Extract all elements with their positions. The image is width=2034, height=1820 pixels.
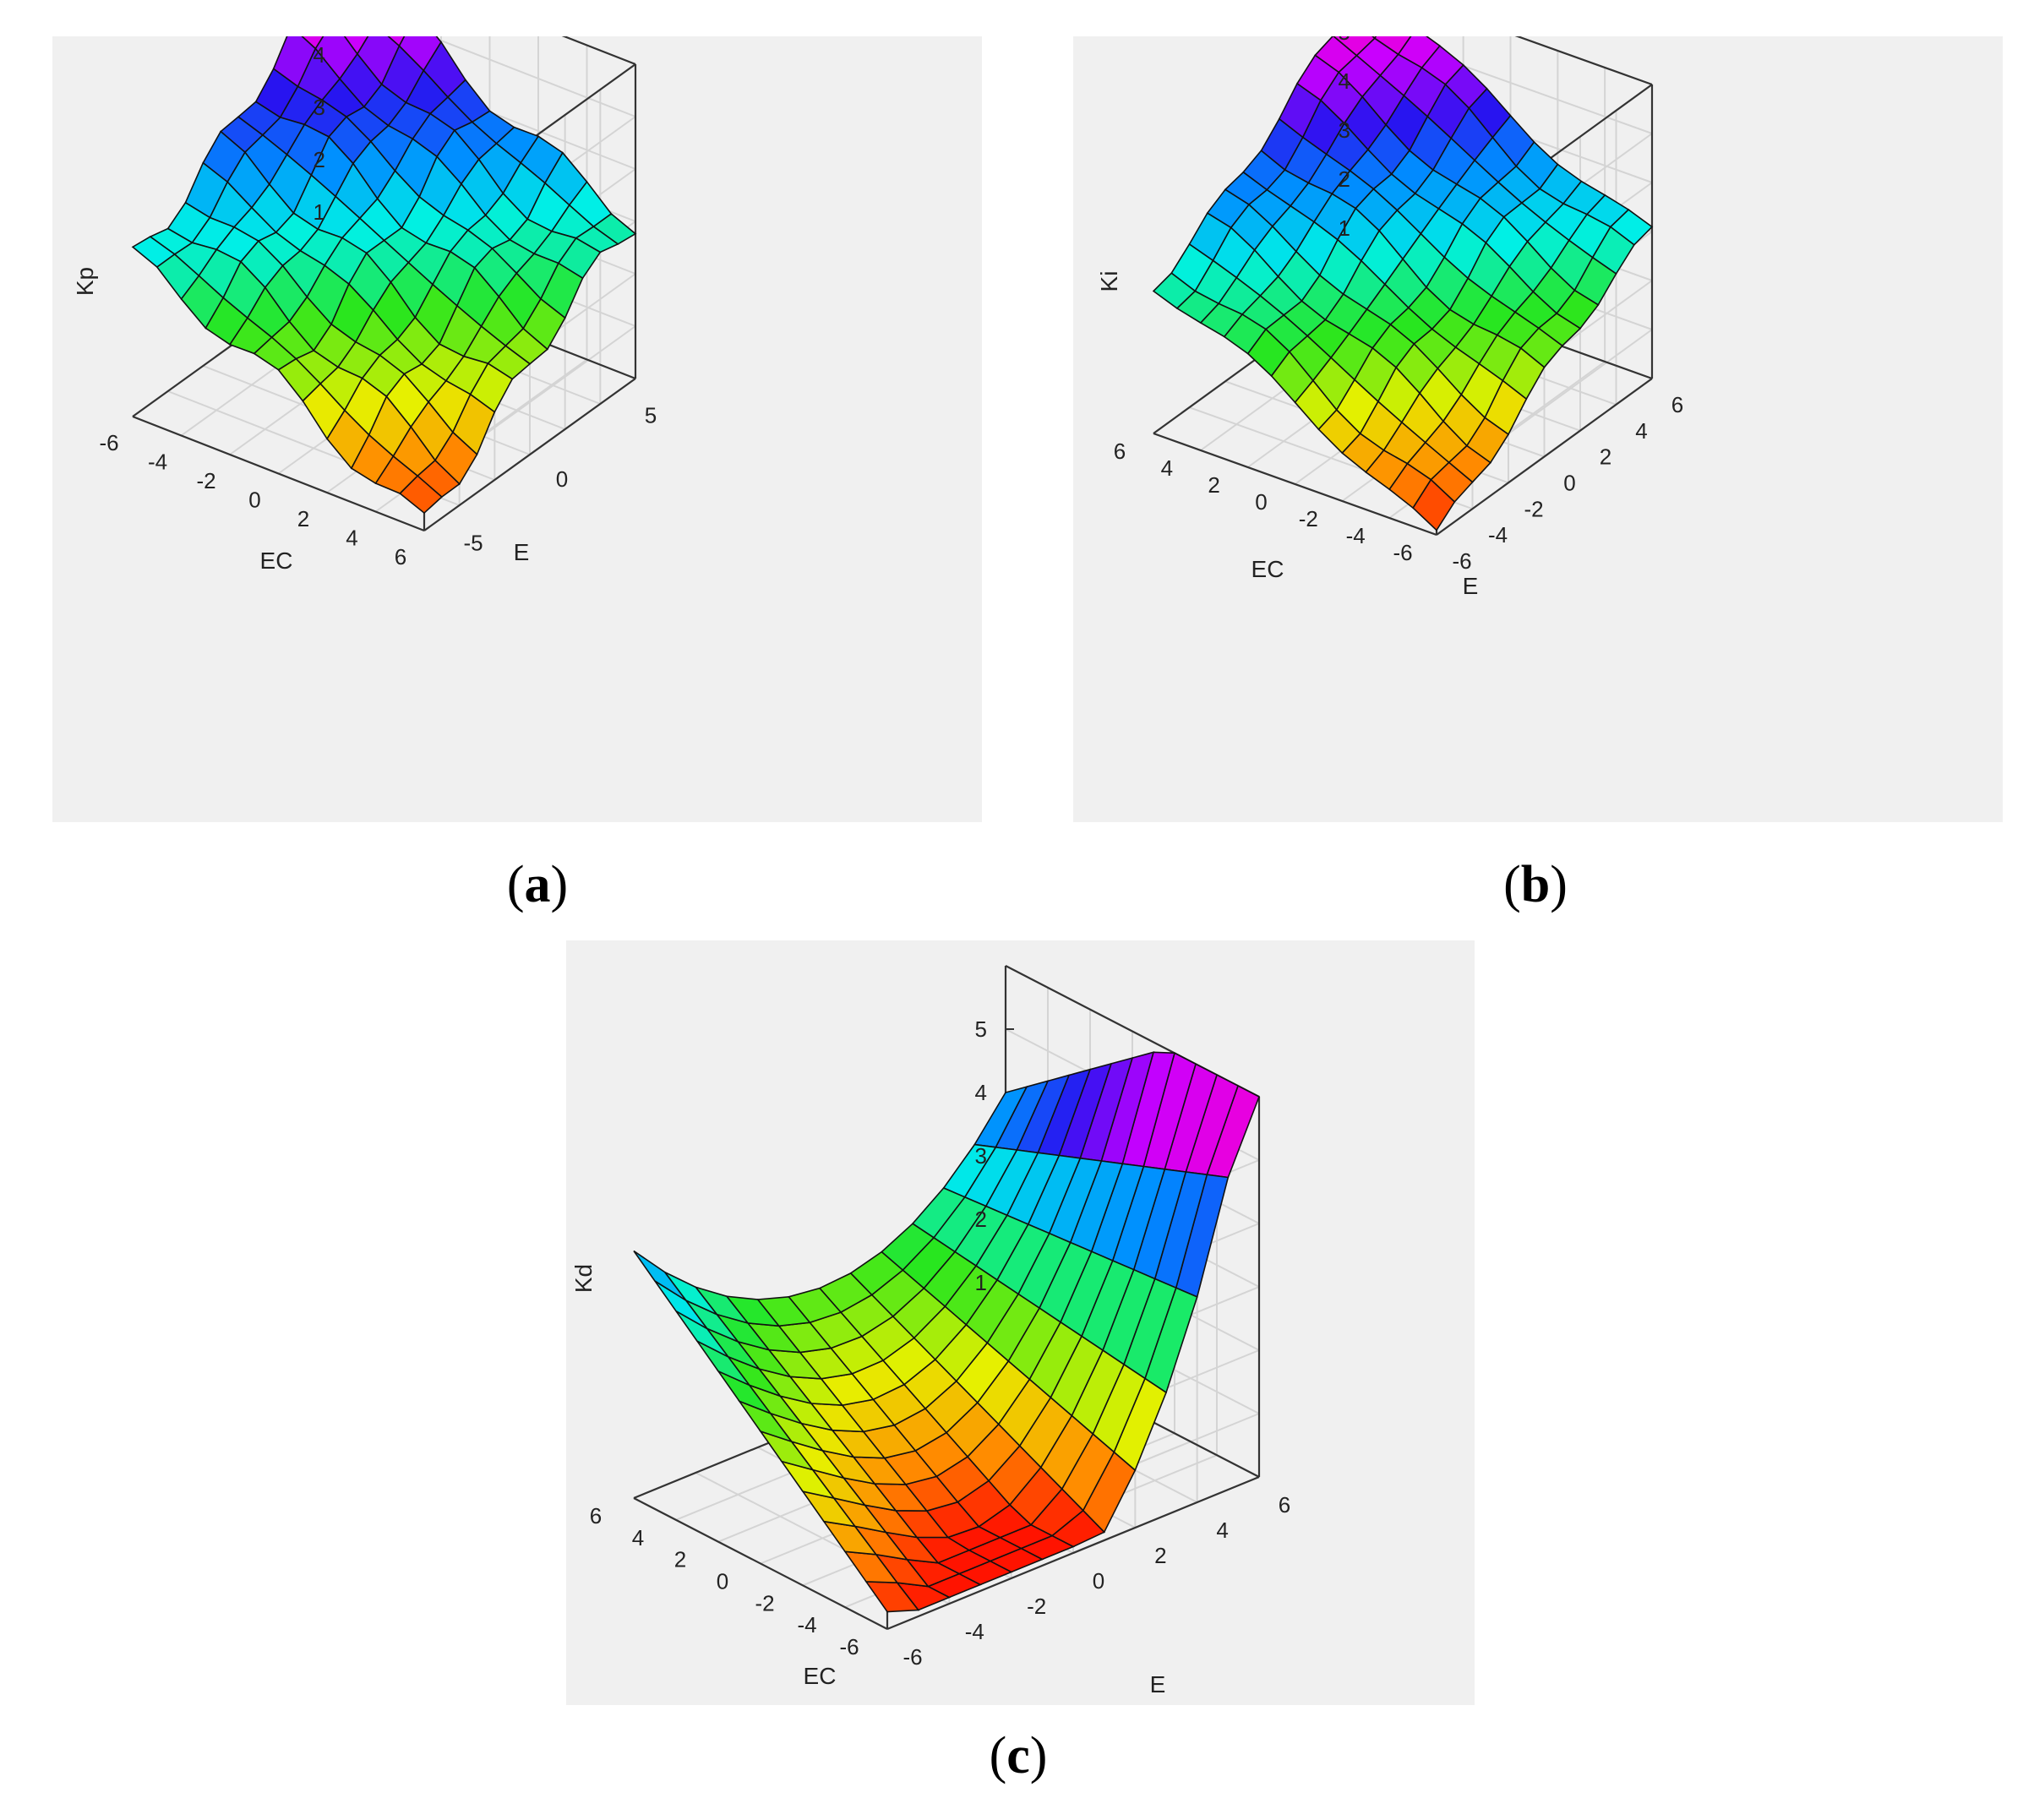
ec-tick-label: 6 <box>1114 439 1126 464</box>
ec-tick-label: -4 <box>797 1612 816 1637</box>
z-axis-label: Kd <box>570 1264 597 1293</box>
surface-patch <box>1152 272 1197 309</box>
caption-c: (c) <box>989 1727 1048 1785</box>
z-axis-label: Kp <box>72 267 98 296</box>
z-tick-label: 4 <box>314 42 325 68</box>
ec-tick-label: -6 <box>839 1634 859 1659</box>
ec-tick-label: -2 <box>755 1590 774 1616</box>
z-tick-label: 2 <box>314 147 325 172</box>
e-tick-label: -6 <box>902 1644 922 1670</box>
z-tick-label: 2 <box>1339 166 1350 192</box>
ec-tick-label: 0 <box>717 1569 728 1594</box>
ec-tick-label: -4 <box>1346 523 1366 548</box>
e-tick-label: -6 <box>1452 548 1471 574</box>
surface-patch <box>633 1250 687 1301</box>
tick-labels: 1 2 3 4 5 6 4 2 0 -2 -4 -6 -6 -4 -2 0 2 4 6 <box>590 1016 1290 1670</box>
z-tick-label: 1 <box>1339 215 1350 241</box>
z-tick-label: 4 <box>975 1080 987 1105</box>
ec-tick-label: -6 <box>99 430 118 455</box>
e-tick-label: 5 <box>645 402 657 428</box>
z-tick-label: 1 <box>975 1270 987 1295</box>
z-tick-label: 4 <box>1339 68 1350 94</box>
e-tick-label: 6 <box>1279 1492 1290 1518</box>
ec-tick-label: 4 <box>1161 455 1173 481</box>
e-axis-label: E <box>1463 573 1479 599</box>
ec-tick-label: -2 <box>1299 506 1318 531</box>
e-tick-label: 0 <box>1563 471 1575 496</box>
axis-titles: Ki EC E <box>1096 271 1478 599</box>
z-tick-label: 3 <box>975 1143 987 1169</box>
ec-tick-label: 2 <box>297 506 309 531</box>
z-tick-label: 3 <box>1339 117 1350 143</box>
caption-a: (a) <box>506 856 569 913</box>
e-tick-label: -4 <box>1488 522 1508 548</box>
surface-mesh <box>131 36 637 515</box>
ec-tick-label: 2 <box>1208 472 1219 498</box>
ec-tick-label: 4 <box>346 526 357 551</box>
e-axis-label: E <box>514 539 530 565</box>
axis-titles: Kd EC E <box>570 1264 1165 1697</box>
e-tick-label: 6 <box>1671 392 1683 417</box>
e-tick-label: 4 <box>1635 418 1647 444</box>
ec-tick-label: 6 <box>395 544 406 569</box>
e-tick-label: -2 <box>1027 1594 1046 1619</box>
z-tick-label: 3 <box>314 95 325 120</box>
e-tick-label: 0 <box>1093 1568 1104 1594</box>
caption-b: (b) <box>1503 856 1568 913</box>
kd-surface-plot: 1 2 3 4 5 6 4 2 0 -2 -4 -6 -6 -4 -2 0 2 4 6 Kd EC E <box>570 965 1290 1697</box>
ec-tick-label: 0 <box>1255 489 1267 515</box>
ec-axis-label: EC <box>260 548 293 574</box>
z-tick-label: 1 <box>314 199 325 225</box>
z-tick-label: 2 <box>975 1207 987 1232</box>
ec-tick-label: 0 <box>248 488 260 513</box>
z-tick-label: 5 <box>1339 36 1350 45</box>
ec-tick-label: -2 <box>196 468 215 493</box>
ec-axis-label: EC <box>1251 556 1284 582</box>
surface-panel-kd: 1 2 3 4 5 6 4 2 0 -2 -4 -6 -6 -4 -2 0 2 4 6 Kd EC E <box>566 940 1475 1705</box>
ec-axis-label: EC <box>804 1663 837 1689</box>
e-tick-label: -2 <box>1524 496 1543 521</box>
ec-tick-label: 6 <box>590 1503 602 1528</box>
surface-mesh <box>1152 36 1654 531</box>
z-tick-label: 5 <box>975 1016 987 1042</box>
axis-titles: Kp EC E <box>72 267 529 574</box>
surface-mesh <box>633 1051 1261 1613</box>
surface-patch <box>131 236 176 269</box>
e-tick-label: 2 <box>1154 1543 1166 1568</box>
e-tick-label: -4 <box>965 1619 984 1644</box>
e-tick-label: -5 <box>463 531 483 556</box>
e-tick-label: 2 <box>1600 444 1611 470</box>
e-axis-label: E <box>1150 1671 1166 1697</box>
e-tick-label: 4 <box>1216 1518 1228 1543</box>
ec-tick-label: 4 <box>632 1525 644 1550</box>
ec-tick-label: -6 <box>1393 540 1412 565</box>
e-tick-label: 0 <box>556 466 568 492</box>
ec-tick-label: -4 <box>148 450 167 475</box>
z-axis-label: Ki <box>1096 271 1122 292</box>
ec-tick-label: 2 <box>674 1547 686 1572</box>
